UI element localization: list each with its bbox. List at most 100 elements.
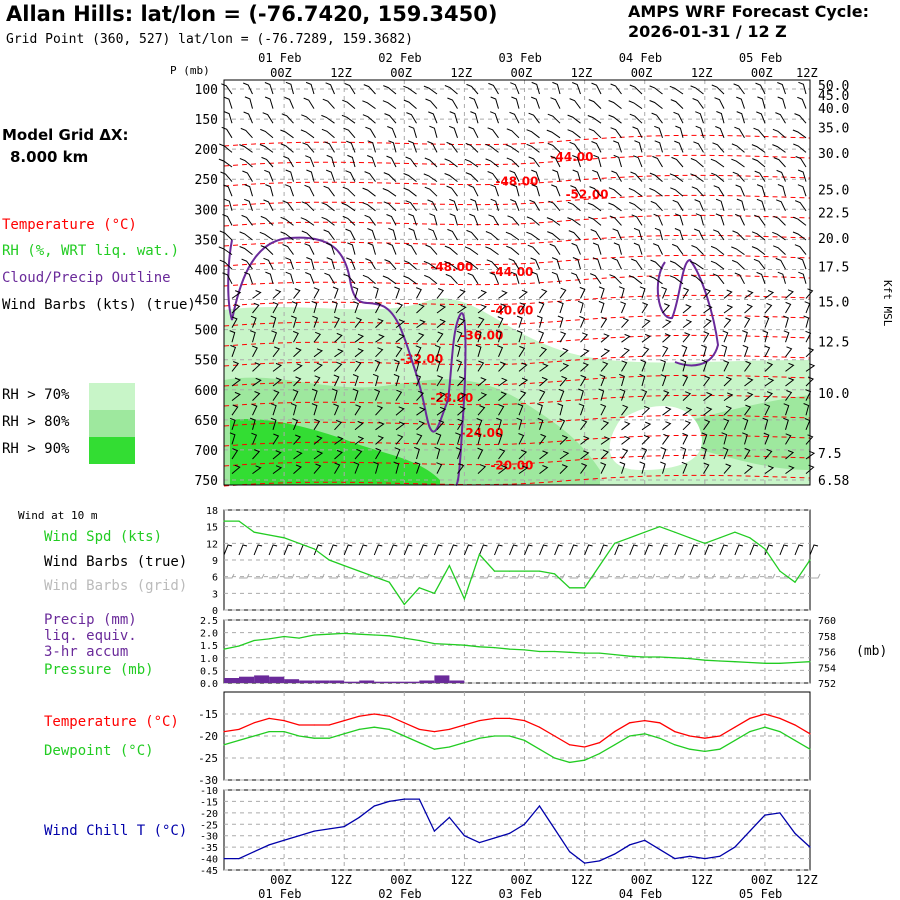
wind-barb [559,347,569,358]
wind-barb [662,433,670,445]
chill-panel-tick: -10 [200,786,218,797]
isotherm-line [223,454,811,467]
wind-barb [714,97,725,109]
wind-barb [510,82,520,95]
wind-speed-line-point [358,570,360,572]
pressure-line-point [238,645,240,647]
wind-speed-line-point [659,526,661,528]
wind-barb [588,99,602,109]
wind-barb [345,228,356,241]
wind-barb [485,246,499,256]
wind-barb [346,257,356,270]
surface-grid-barb [659,573,671,579]
wind-barb [395,406,405,416]
wind-barb [272,433,280,445]
wind-speed-line-point [644,531,646,533]
wind-barb [241,214,253,226]
wind-chill-line-point [253,851,255,853]
wind-barb [764,302,773,314]
wind-barb [701,432,708,445]
wind-barb [239,246,253,255]
surface-wind-barb [313,544,323,556]
wind-barb [660,461,666,474]
wind-barb [477,304,487,314]
wind-barb [751,144,766,153]
dewpoint-line-point [223,744,225,746]
surface-wind-barb [749,544,759,556]
surface-grid-barb [704,573,716,579]
wind-barb [468,126,479,139]
wind-barb [252,345,258,358]
wind-barb [612,228,622,241]
isotherm-label: -24.00 [460,426,503,440]
wind-chill-line-point [508,832,511,835]
wind-barb [785,450,795,460]
temperature-line [223,713,811,748]
wind-barb [756,271,766,284]
wind-barb [282,200,294,212]
wind-barb [641,302,649,314]
wind-barb [579,315,586,328]
time-label-bottom: 12Z [796,873,818,887]
wind-barb [405,156,417,168]
surface-grid-barb [689,573,701,579]
wind-barb [252,377,262,387]
wind-barb [395,389,403,401]
precip-panel-tick: 1.0 [200,654,218,665]
wind-barb [249,417,256,430]
temperature-line-point [569,744,571,746]
isotherm-label: -44.00 [490,265,533,279]
pressure-tick-label: 600 [195,384,218,399]
wind-barb [598,300,605,314]
pressure-line-point [388,635,390,637]
wind-barb [785,377,795,387]
time-label-top: 12Z [691,66,713,80]
pressure-line-point [689,658,691,660]
pressure-line-point [523,649,526,651]
wind-barb [383,172,397,182]
wind-barb [777,184,786,197]
wind-barb [291,315,297,328]
wind-barb [367,140,376,153]
wind-barb [354,436,365,445]
wind-barb [405,200,417,212]
wind-barb [621,435,631,445]
dewpoint-line-point [493,735,496,737]
wind-barb [260,215,274,226]
surface-grid-barb [719,573,731,579]
wind-barb [633,155,643,168]
isotherm-label: -28.00 [430,391,473,405]
pressure-line-point [283,635,285,638]
wind-barb [703,288,712,299]
wind-barb [466,83,479,95]
wind-speed-line-point [268,534,270,536]
wind-barb [580,362,589,372]
wind-barb [803,315,810,328]
wind-barb [773,157,786,168]
wind-barb [403,99,417,109]
wind-barb [485,143,499,153]
wind-barb [587,115,602,124]
wind-barb [270,417,277,430]
surface-wind-barb [629,544,638,556]
wind-barb [272,362,283,372]
wind-barb [375,301,381,314]
wind-barb [305,155,315,168]
wind-barb [722,330,729,343]
pressure-tick-label: 650 [195,414,218,429]
wind-barb [548,200,561,212]
surface-wind-barb [809,544,819,556]
wind-barb [731,158,745,168]
wind-chill-line-point [809,846,811,848]
wind-barb [805,434,814,445]
pressure-line-point [223,648,225,650]
wind-barb [650,259,663,270]
wind-barb [285,257,294,270]
wind-barb [629,113,643,124]
wind-barb [444,158,458,168]
wind-barb [388,140,397,153]
wind-barb [621,333,631,343]
wind-barb [783,315,789,328]
wind-barb [744,392,754,401]
wind-chill-line-point [674,858,676,860]
